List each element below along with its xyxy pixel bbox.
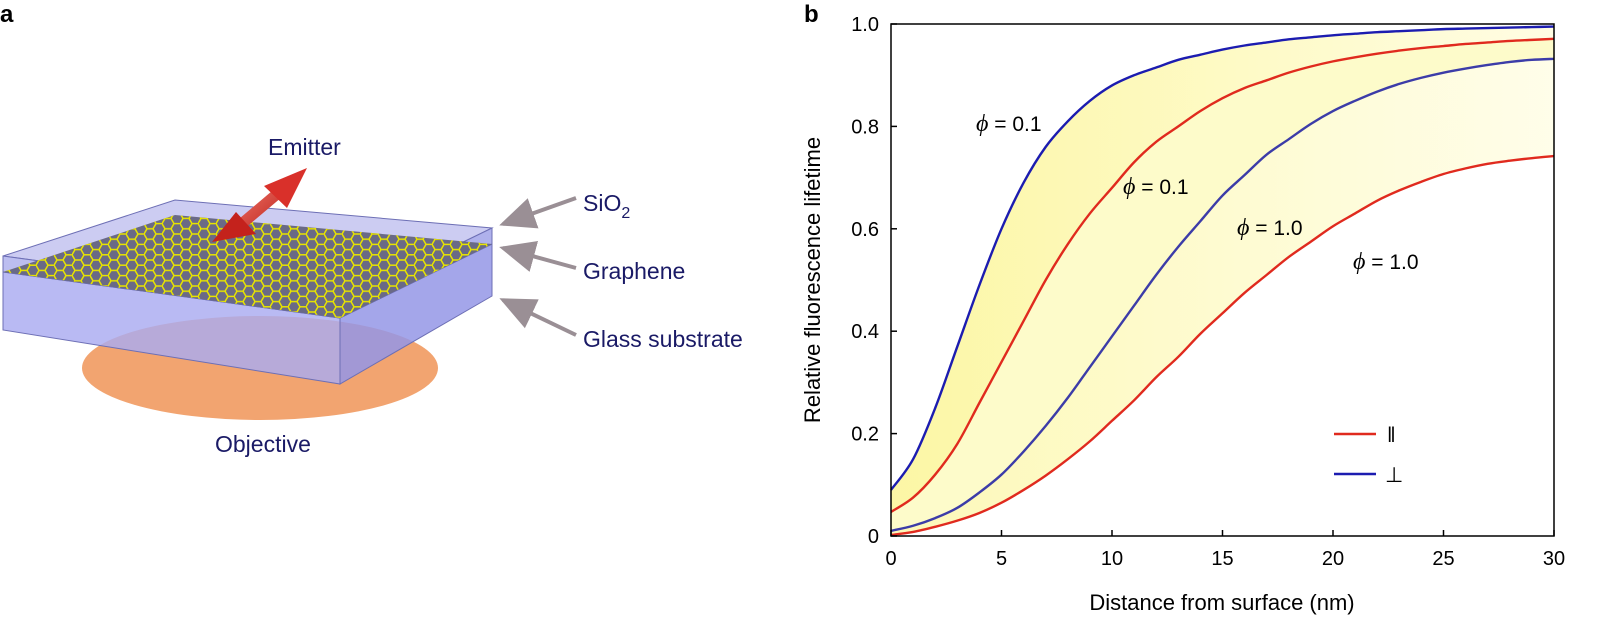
series-line-0	[890, 25, 1555, 491]
graphene-pointer	[499, 241, 577, 272]
series-lines	[890, 25, 1555, 537]
panel-b: b 0 5 10 15 20 25 30 0 0.2 0.4 0.6 0.8 1.0 Distance…	[800, 1, 1565, 615]
panel-a: a Emitter SiO2 Graphene Glass substrate	[0, 1, 743, 457]
panel-b-letter: b	[804, 1, 819, 28]
y-tick-label: 0.2	[851, 424, 879, 446]
series-line-1	[890, 37, 1555, 513]
annotation-phi-1.0-parallel: ϕ = 1.0	[1353, 249, 1419, 275]
emitter-label: Emitter	[268, 134, 341, 160]
x-tick-label: 5	[996, 548, 1007, 570]
glass-substrate-label: Glass substrate	[583, 326, 743, 352]
glass-pointer	[499, 298, 577, 337]
sio2-label: SiO2	[583, 190, 630, 222]
sio2-pointer	[499, 196, 577, 229]
panel-a-letter: a	[0, 1, 14, 28]
x-tick-label: 0	[885, 548, 896, 570]
x-tick-label: 15	[1211, 548, 1233, 570]
emitter-dipole-arrow	[212, 168, 307, 242]
y-tick-label: 0.6	[851, 219, 879, 241]
x-tick-label: 25	[1432, 548, 1454, 570]
graphene-sheet	[3, 215, 492, 318]
series-line-2	[890, 57, 1555, 533]
graphene-label: Graphene	[583, 258, 685, 284]
x-tick-label: 10	[1101, 548, 1123, 570]
annotation-phi-0.1-parallel: ϕ = 0.1	[1123, 174, 1189, 200]
y-axis-ticks: 0 0.2 0.4 0.6 0.8 1.0	[851, 14, 897, 548]
legend-label-parallel: ‖	[1387, 424, 1396, 447]
y-axis-label: Relative fluorescence lifetime	[800, 137, 825, 423]
y-tick-label: 0.4	[851, 321, 879, 343]
band-phi-0.1	[891, 26, 1554, 512]
objective-label: Objective	[215, 431, 311, 457]
legend-label-perpendicular: ⊥	[1385, 464, 1403, 487]
series-line-3	[890, 154, 1555, 537]
x-axis-label: Distance from surface (nm)	[1089, 590, 1354, 615]
band-between	[891, 38, 1554, 531]
annotation-phi-1.0-perpendicular: ϕ = 1.0	[1237, 215, 1303, 241]
x-tick-label: 20	[1322, 548, 1344, 570]
band-phi-1.0	[891, 58, 1554, 535]
annotation-phi-0.1-perpendicular: ϕ = 0.1	[976, 111, 1042, 137]
y-tick-label: 1.0	[851, 14, 879, 36]
x-axis-ticks: 0 5 10 15 20 25 30	[885, 530, 1565, 570]
x-tick-label: 30	[1543, 548, 1565, 570]
y-tick-label: 0.8	[851, 116, 879, 138]
shaded-bands	[891, 26, 1554, 535]
legend: ‖ ⊥	[1334, 424, 1403, 487]
y-tick-label: 0	[868, 526, 879, 548]
